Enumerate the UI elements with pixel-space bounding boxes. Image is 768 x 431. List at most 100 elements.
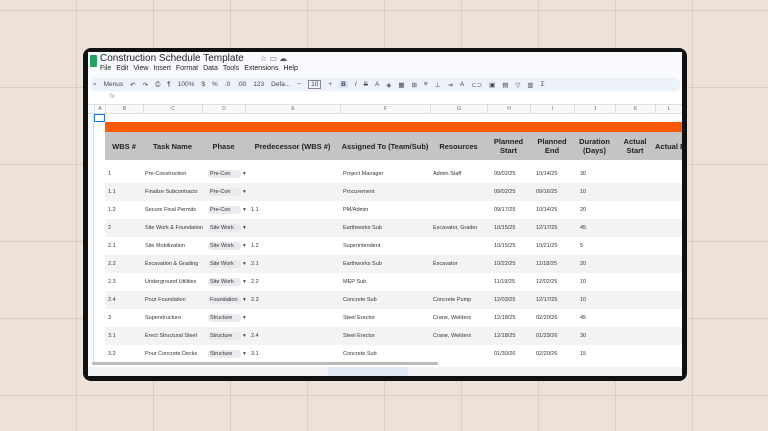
task-name-cell[interactable]: Pour Concrete Decks — [145, 351, 198, 357]
task-name-cell[interactable]: Superstructure — [145, 315, 182, 321]
chevron-down-icon[interactable]: ▾ — [243, 189, 246, 195]
duration-cell[interactable]: 20 — [580, 207, 587, 213]
duration-cell[interactable]: 10 — [580, 189, 587, 195]
chevron-down-icon[interactable]: ▾ — [243, 333, 246, 339]
planned-end-cell[interactable]: 09/16/25 — [536, 189, 558, 195]
resources-cell[interactable]: Excavator, Grader — [433, 225, 478, 231]
functions-icon[interactable]: Σ — [540, 81, 545, 88]
planned-start-cell[interactable]: 11/19/25 — [494, 279, 516, 285]
chevron-down-icon[interactable]: ▾ — [243, 315, 246, 321]
planned-end-cell[interactable]: 01/29/26 — [536, 333, 558, 339]
wbs-cell[interactable]: 1 — [108, 171, 112, 177]
chevron-down-icon[interactable]: ▾ — [243, 225, 246, 231]
phase-dropdown[interactable]: Site Work — [208, 242, 241, 250]
planned-start-cell[interactable]: 01/30/26 — [494, 351, 516, 357]
planned-start-cell[interactable]: 09/02/25 — [494, 189, 516, 195]
chevron-down-icon[interactable]: ▾ — [243, 243, 246, 249]
filter-icon[interactable]: ▽ — [515, 81, 521, 89]
wbs-cell[interactable]: 2.1 — [108, 243, 116, 249]
borders-icon[interactable]: ▦ — [398, 81, 405, 89]
menu-tools[interactable]: Tools — [222, 65, 240, 72]
predecessor-cell[interactable]: 2.3 — [251, 297, 259, 303]
menu-extensions[interactable]: Extensions — [244, 65, 279, 72]
percent-button[interactable]: % — [212, 81, 218, 88]
redo-icon[interactable]: ↷ — [142, 81, 149, 89]
chevron-down-icon[interactable]: ▾ — [243, 261, 246, 267]
predecessor-cell[interactable]: 1.2 — [251, 243, 259, 249]
assigned-to-cell[interactable]: Steel Erector — [343, 315, 375, 321]
column-header[interactable]: I — [530, 105, 574, 114]
search-icon[interactable]: ⌕ — [93, 80, 97, 88]
phase-dropdown[interactable]: Site Work — [208, 260, 241, 268]
task-name-cell[interactable]: Pour Foundation — [145, 297, 186, 303]
star-icon[interactable]: ☆ ▭ ☁ — [260, 54, 288, 63]
planned-start-cell[interactable]: 10/15/25 — [494, 243, 516, 249]
planned-start-cell[interactable]: 10/22/25 — [494, 261, 516, 267]
fill-color-icon[interactable]: ◈ — [386, 81, 392, 89]
increase-decimals-button[interactable]: .00 — [237, 81, 247, 88]
predecessor-cell[interactable]: 1.1 — [251, 207, 259, 213]
assigned-to-cell[interactable]: PM/Admin — [343, 207, 369, 213]
print-icon[interactable]: ⎙ — [155, 80, 161, 88]
filter-views-icon[interactable]: ▥ — [527, 81, 534, 89]
task-name-cell[interactable]: Secure Final Permits — [145, 207, 197, 213]
formula-bar[interactable]: fx — [88, 94, 682, 105]
phase-dropdown[interactable]: Pre-Con — [208, 206, 241, 214]
wbs-cell[interactable]: 2.2 — [108, 261, 116, 267]
valign-icon[interactable]: ⊥ — [434, 81, 441, 89]
phase-dropdown[interactable]: Pre-Con — [208, 188, 241, 196]
task-name-cell[interactable]: Erect Structural Steel — [145, 333, 197, 339]
wbs-cell[interactable]: 1.1 — [108, 189, 116, 195]
planned-start-cell[interactable]: 09/02/25 — [494, 171, 516, 177]
duration-cell[interactable]: 20 — [580, 261, 587, 267]
italic-icon[interactable]: I — [354, 81, 357, 88]
resources-cell[interactable]: Concrete Pump — [433, 297, 472, 303]
resources-cell[interactable]: Crane, Welders — [433, 315, 472, 321]
predecessor-cell[interactable]: 2.4 — [251, 333, 259, 339]
assigned-to-cell[interactable]: Procurement — [343, 189, 375, 195]
predecessor-cell[interactable]: 2.2 — [251, 279, 259, 285]
chevron-down-icon[interactable]: ▾ — [243, 297, 246, 303]
currency-button[interactable]: $ — [201, 81, 206, 88]
assigned-to-cell[interactable]: Concrete Sub — [343, 297, 377, 303]
column-header[interactable]: A — [94, 105, 105, 114]
planned-end-cell[interactable]: 12/02/25 — [536, 279, 558, 285]
chevron-down-icon[interactable]: ▾ — [243, 171, 246, 177]
font-select[interactable]: Defa... — [271, 81, 291, 88]
undo-icon[interactable]: ↶ — [130, 81, 136, 89]
predecessor-cell[interactable]: 2.1 — [251, 261, 259, 267]
text-color-icon[interactable]: A — [374, 81, 380, 88]
planned-end-cell[interactable]: 10/14/25 — [536, 207, 558, 213]
task-name-cell[interactable]: Excavation & Grading — [145, 261, 199, 267]
paint-format-icon[interactable]: ¶ — [167, 81, 171, 88]
column-header[interactable]: C — [143, 105, 202, 114]
phase-dropdown[interactable]: Structure — [208, 314, 241, 322]
planned-end-cell[interactable]: 02/20/26 — [536, 351, 558, 357]
menu-edit[interactable]: Edit — [116, 65, 129, 72]
chart-icon[interactable]: ▤ — [502, 81, 509, 89]
font-size-decrease[interactable]: − — [297, 81, 302, 88]
duration-cell[interactable]: 5 — [580, 243, 584, 249]
comment-icon[interactable]: ▣ — [489, 81, 496, 89]
duration-cell[interactable]: 45 — [580, 315, 587, 321]
duration-cell[interactable]: 10 — [580, 297, 587, 303]
selected-cell[interactable] — [94, 114, 105, 122]
assigned-to-cell[interactable]: Project Manager — [343, 171, 384, 177]
planned-start-cell[interactable]: 09/17/25 — [494, 207, 516, 213]
font-size-input[interactable]: 10 — [308, 80, 322, 89]
wbs-cell[interactable]: 1.2 — [108, 207, 116, 213]
task-name-cell[interactable]: Site Work & Foundation — [145, 225, 203, 231]
assigned-to-cell[interactable]: Concrete Sub — [343, 351, 377, 357]
chevron-down-icon[interactable]: ▾ — [243, 279, 246, 285]
column-header[interactable]: H — [487, 105, 530, 114]
assigned-to-cell[interactable]: MEP Sub — [343, 279, 367, 285]
planned-end-cell[interactable]: 12/17/25 — [536, 225, 558, 231]
planned-start-cell[interactable]: 10/15/25 — [494, 225, 516, 231]
wbs-cell[interactable]: 3 — [108, 315, 112, 321]
wbs-cell[interactable]: 2 — [108, 225, 112, 231]
decrease-decimals-button[interactable]: .0 — [224, 81, 231, 88]
bold-icon[interactable]: B — [339, 81, 348, 88]
menu-help[interactable]: Help — [283, 65, 298, 72]
active-sheet-tab[interactable] — [328, 367, 408, 376]
wbs-cell[interactable]: 2.3 — [108, 279, 116, 285]
